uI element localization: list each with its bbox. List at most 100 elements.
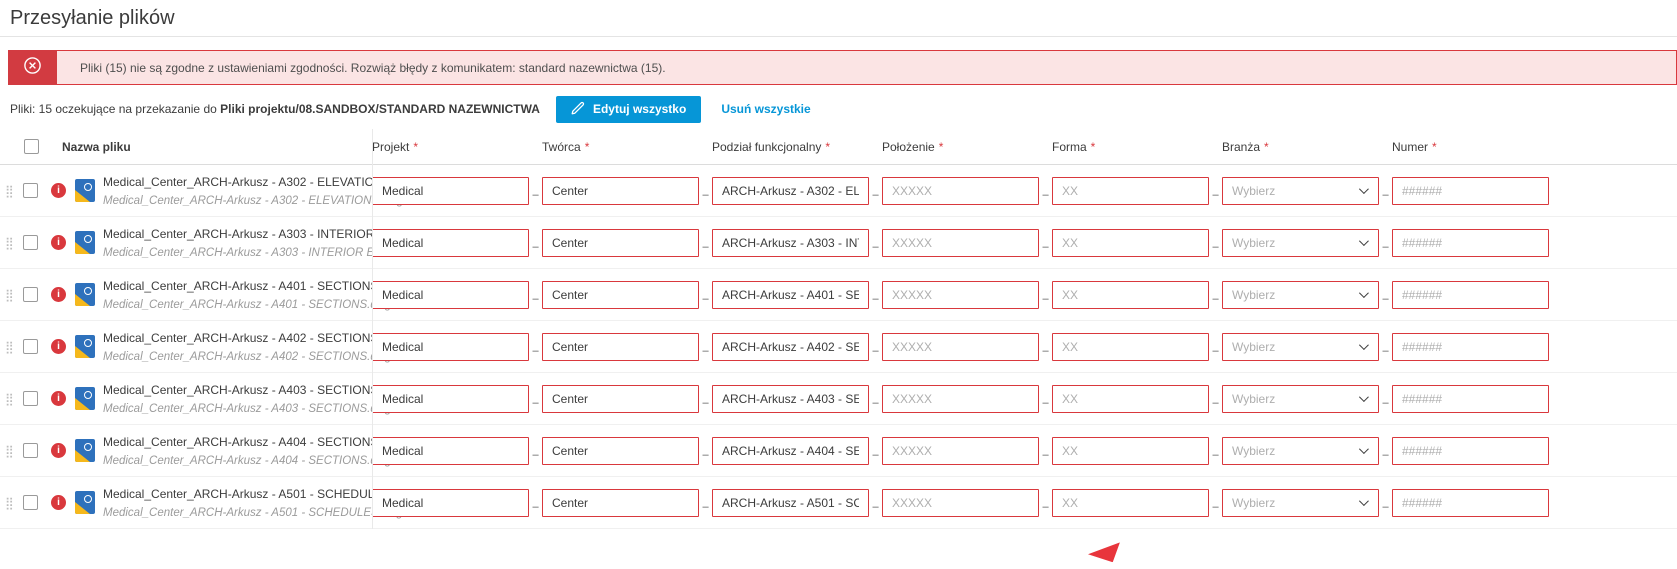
- delete-all-link[interactable]: Usuń wszystkie: [721, 102, 811, 116]
- field-separator: –: [532, 345, 539, 357]
- location-input[interactable]: [882, 436, 1039, 465]
- drag-handle-icon[interactable]: ⣿: [5, 339, 14, 354]
- number-input[interactable]: [1392, 280, 1549, 309]
- destination-path: Pliki projektu/08.SANDBOX/STANDARD NAZEW…: [220, 102, 540, 116]
- form-input[interactable]: [1052, 176, 1209, 205]
- row-checkbox[interactable]: [23, 391, 38, 406]
- row-error-icon[interactable]: i: [51, 443, 66, 458]
- column-header-number: Numer *: [1392, 139, 1437, 154]
- drag-handle-icon[interactable]: ⣿: [5, 391, 14, 406]
- form-input[interactable]: [1052, 280, 1209, 309]
- naming-fields: – – – – – Wybierz –: [372, 280, 1549, 309]
- discipline-select[interactable]: Wybierz: [1222, 384, 1379, 413]
- field-separator: –: [1382, 397, 1389, 409]
- row-checkbox[interactable]: [23, 235, 38, 250]
- row-error-icon[interactable]: i: [51, 339, 66, 354]
- row-error-icon[interactable]: i: [51, 495, 66, 510]
- drag-handle-icon[interactable]: ⣿: [5, 183, 14, 198]
- location-input[interactable]: [882, 176, 1039, 205]
- field-separator: –: [872, 293, 879, 305]
- field-separator: –: [1382, 449, 1389, 461]
- row-checkbox[interactable]: [23, 287, 38, 302]
- location-input[interactable]: [882, 280, 1039, 309]
- drag-handle-icon[interactable]: ⣿: [5, 287, 14, 302]
- file-name: Medical_Center_ARCH-Arkusz - A302 - ELEV…: [103, 173, 429, 209]
- edit-all-button[interactable]: Edytuj wszystko: [555, 95, 702, 123]
- functional-division-input[interactable]: [712, 436, 869, 465]
- discipline-select[interactable]: Wybierz: [1222, 228, 1379, 257]
- number-input[interactable]: [1392, 332, 1549, 361]
- drag-handle-icon[interactable]: ⣿: [5, 495, 14, 510]
- number-input[interactable]: [1392, 176, 1549, 205]
- location-input[interactable]: [882, 384, 1039, 413]
- discipline-select[interactable]: Wybierz: [1222, 176, 1379, 205]
- project-input[interactable]: [372, 228, 529, 257]
- functional-division-input[interactable]: [712, 332, 869, 361]
- form-input[interactable]: [1052, 384, 1209, 413]
- row-error-icon[interactable]: i: [51, 235, 66, 250]
- column-header-name: Nazwa pliku: [62, 139, 131, 154]
- project-input[interactable]: [372, 332, 529, 361]
- file-original-name: Medical_Center_ARCH-Arkusz - A404 - SECT…: [103, 454, 392, 467]
- field-separator: –: [1382, 293, 1389, 305]
- discipline-select[interactable]: Wybierz: [1222, 332, 1379, 361]
- project-input[interactable]: [372, 176, 529, 205]
- location-input[interactable]: [882, 488, 1039, 517]
- file-display-name: Medical_Center_ARCH-Arkusz - A302 - ELEV…: [103, 174, 430, 189]
- row-checkbox[interactable]: [23, 495, 38, 510]
- table-row: ⣿ i Medical_Center_ARCH-Arkusz - A401 - …: [0, 269, 1677, 321]
- field-separator: –: [1042, 189, 1049, 201]
- number-input[interactable]: [1392, 384, 1549, 413]
- field-separator: –: [702, 397, 709, 409]
- row-checkbox[interactable]: [23, 339, 38, 354]
- drag-handle-icon[interactable]: ⣿: [5, 443, 14, 458]
- number-input[interactable]: [1392, 228, 1549, 257]
- field-separator: –: [872, 501, 879, 513]
- drag-handle-icon[interactable]: ⣿: [5, 235, 14, 250]
- number-input[interactable]: [1392, 436, 1549, 465]
- functional-division-input[interactable]: [712, 176, 869, 205]
- number-input[interactable]: [1392, 488, 1549, 517]
- field-separator: –: [872, 397, 879, 409]
- form-input[interactable]: [1052, 488, 1209, 517]
- creator-input[interactable]: [542, 280, 699, 309]
- location-input[interactable]: [882, 332, 1039, 361]
- row-checkbox[interactable]: [23, 443, 38, 458]
- row-error-icon[interactable]: i: [51, 391, 66, 406]
- field-separator: –: [1042, 501, 1049, 513]
- creator-input[interactable]: [542, 488, 699, 517]
- project-input[interactable]: [372, 488, 529, 517]
- form-input[interactable]: [1052, 332, 1209, 361]
- project-input[interactable]: [372, 384, 529, 413]
- creator-input[interactable]: [542, 436, 699, 465]
- discipline-select[interactable]: Wybierz: [1222, 436, 1379, 465]
- circle-x-icon: [23, 56, 42, 80]
- project-input[interactable]: [372, 436, 529, 465]
- row-error-icon[interactable]: i: [51, 183, 66, 198]
- form-input[interactable]: [1052, 436, 1209, 465]
- functional-division-input[interactable]: [712, 488, 869, 517]
- field-separator: –: [872, 345, 879, 357]
- field-separator: –: [1382, 345, 1389, 357]
- column-header-discipline: Branża *: [1222, 139, 1269, 154]
- project-input[interactable]: [372, 280, 529, 309]
- form-input[interactable]: [1052, 228, 1209, 257]
- creator-input[interactable]: [542, 332, 699, 361]
- discipline-select[interactable]: Wybierz: [1222, 488, 1379, 517]
- field-separator: –: [1212, 449, 1219, 461]
- creator-input[interactable]: [542, 176, 699, 205]
- discipline-select[interactable]: Wybierz: [1222, 280, 1379, 309]
- creator-input[interactable]: [542, 384, 699, 413]
- creator-input[interactable]: [542, 228, 699, 257]
- table-body: ⣿ i Medical_Center_ARCH-Arkusz - A302 - …: [0, 165, 1677, 529]
- field-separator: –: [702, 293, 709, 305]
- select-all-checkbox[interactable]: [24, 139, 39, 154]
- functional-division-input[interactable]: [712, 280, 869, 309]
- row-error-icon[interactable]: i: [51, 287, 66, 302]
- functional-division-input[interactable]: [712, 228, 869, 257]
- location-input[interactable]: [882, 228, 1039, 257]
- dwg-file-icon: [75, 335, 95, 358]
- functional-division-input[interactable]: [712, 384, 869, 413]
- row-checkbox[interactable]: [23, 183, 38, 198]
- discipline-select-placeholder: Wybierz: [1232, 287, 1276, 302]
